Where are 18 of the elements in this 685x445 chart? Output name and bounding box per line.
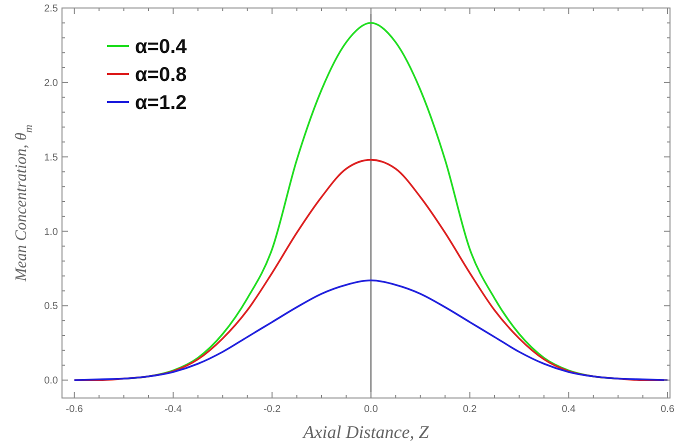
y-tick-label: 1.5: [44, 152, 58, 164]
x-tick-label: -0.4: [164, 404, 182, 415]
y-tick-label: 0.0: [44, 376, 58, 387]
y-tick-label: 0.5: [44, 301, 58, 312]
y-tick-label: 2.0: [44, 78, 58, 89]
legend-label: α=0.4: [135, 36, 188, 58]
x-tick-label: -0.6: [66, 404, 84, 415]
x-tick-label: 0.2: [462, 404, 478, 415]
x-tick-label: 0.0: [364, 404, 378, 415]
y-tick-label: 2.5: [44, 4, 58, 14]
x-tick-label: 0.6: [660, 404, 675, 415]
x-tick-label: 0.4: [562, 404, 576, 415]
legend-label: α=0.8: [135, 64, 187, 86]
legend-label: α=1.2: [135, 92, 187, 114]
x-tick-label: -0.2: [263, 404, 282, 415]
line-series: [73, 280, 668, 382]
x-axis-title: Axial Distance, Z: [302, 422, 430, 442]
y-tick-label: 1.0: [44, 226, 58, 238]
